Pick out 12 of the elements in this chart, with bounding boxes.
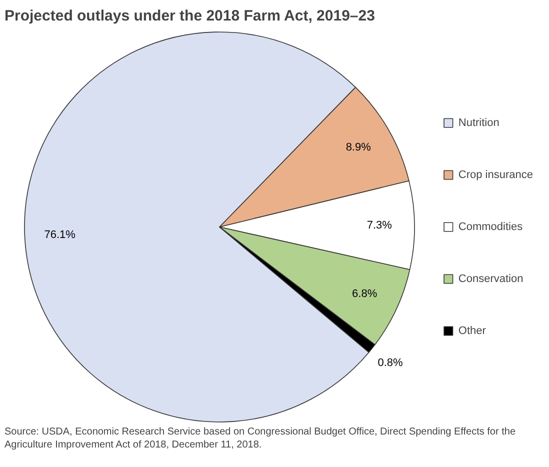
data-label: 7.3% — [366, 219, 392, 232]
data-label: 76.1% — [44, 229, 76, 242]
chart-title: Projected outlays under the 2018 Farm Act, 2019–23 — [4, 8, 375, 24]
legend-label: Nutrition — [458, 116, 500, 128]
data-label: 0.8% — [378, 357, 404, 370]
source-note: Source: USDA, Economic Research Service based on Congressional Budget Office, Direct Spending Effects for the Agriculture Improvement Act of 2018, December 11, 2018. — [4, 426, 516, 450]
legend-label: Commodities — [458, 220, 523, 232]
data-label: 6.8% — [352, 288, 378, 300]
data-label: 8.9% — [346, 142, 372, 154]
legend-label: Conservation — [458, 272, 524, 284]
legend-label: Other — [458, 324, 486, 336]
legend-label: Crop insurance — [458, 168, 533, 180]
